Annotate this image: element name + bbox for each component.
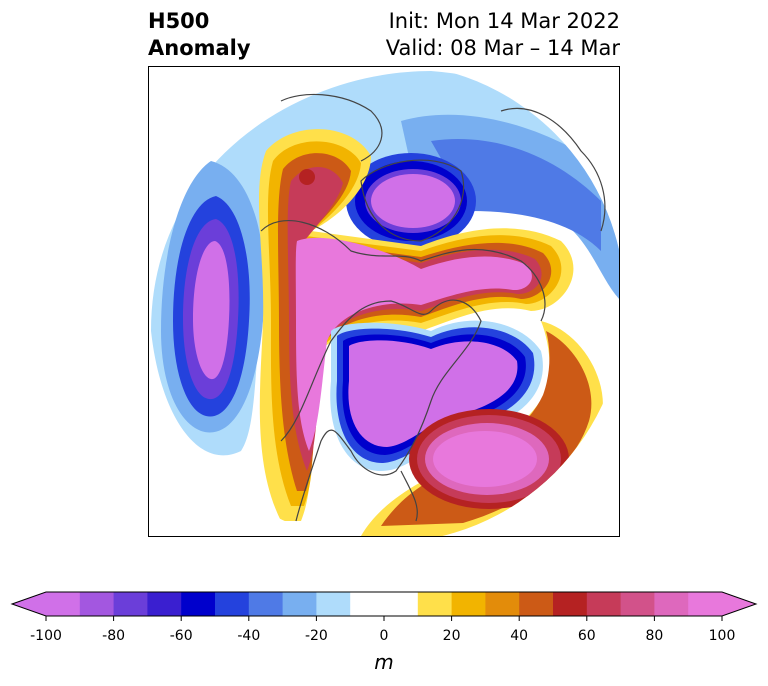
chart-title-left: H500 Anomaly xyxy=(148,8,251,62)
florida-coast xyxy=(400,470,418,522)
colorbar-tick-label: -20 xyxy=(304,628,328,644)
title-init-date: Init: Mon 14 Mar 2022 xyxy=(388,9,620,33)
north-america-coast xyxy=(280,299,482,522)
colorbar-tick-label: 20 xyxy=(442,628,461,644)
title-variable: H500 xyxy=(148,9,210,33)
anomaly-region xyxy=(193,241,230,380)
colorbar-extend-min xyxy=(12,592,46,616)
colorbar-segment xyxy=(79,592,115,616)
colorbar-tick-label: -80 xyxy=(102,628,126,644)
colorbar-segment xyxy=(147,592,182,616)
colorbar-segment xyxy=(553,592,588,616)
colorbar-svg xyxy=(10,591,758,621)
colorbar-tick-label: 80 xyxy=(645,628,664,644)
colorbar-segment xyxy=(316,592,351,616)
colorbar-tick-label: 0 xyxy=(379,628,389,644)
colorbar-segment xyxy=(417,592,453,616)
colorbar-tick-label: -60 xyxy=(169,628,193,644)
colorbar-segment xyxy=(586,592,622,616)
arctic-coast xyxy=(260,220,546,322)
colorbar-tick-label: 60 xyxy=(577,628,596,644)
colorbar-segment xyxy=(519,592,554,616)
anomaly-region xyxy=(433,431,537,487)
anomaly-region xyxy=(431,139,601,251)
colorbar xyxy=(0,580,768,680)
colorbar-segment xyxy=(113,592,148,616)
colorbar-unit: m xyxy=(374,650,394,674)
colorbar-segment xyxy=(451,592,486,616)
anomaly-map xyxy=(149,67,619,536)
anomaly-field xyxy=(149,67,619,536)
title-anomaly: Anomaly xyxy=(148,36,251,60)
colorbar-extend-max xyxy=(722,592,756,616)
colorbar-segment xyxy=(485,592,520,616)
anomaly-region xyxy=(371,174,455,228)
colorbar-segment xyxy=(384,592,419,616)
colorbar-segment xyxy=(654,592,689,616)
colorbar-tick-label: 100 xyxy=(708,628,736,644)
colorbar-tick-label: -100 xyxy=(30,628,62,644)
colorbar-segment xyxy=(282,592,317,616)
chart-title-right: Init: Mon 14 Mar 2022 Valid: 08 Mar – 14… xyxy=(386,8,620,62)
anomaly-region xyxy=(348,340,518,447)
anomaly-region xyxy=(258,129,574,521)
colorbar-segment xyxy=(215,592,250,616)
colorbar-segment xyxy=(46,592,81,616)
colorbar-segment xyxy=(688,592,723,616)
colorbar-tick-label: 40 xyxy=(510,628,529,644)
anomaly-region xyxy=(295,237,532,451)
coastlines xyxy=(260,93,606,522)
greenland-coast xyxy=(360,159,465,242)
colorbar-segment xyxy=(350,592,385,616)
europe-coast xyxy=(500,107,606,232)
map-panel xyxy=(148,66,620,537)
colorbar-segment xyxy=(620,592,655,616)
colorbar-segment xyxy=(248,592,284,616)
title-valid-range: Valid: 08 Mar – 14 Mar xyxy=(385,36,620,60)
siberia-coast xyxy=(280,93,383,162)
colorbar-segment xyxy=(181,592,216,616)
colorbar-tick-label: -40 xyxy=(237,628,261,644)
anomaly-region xyxy=(299,169,315,185)
